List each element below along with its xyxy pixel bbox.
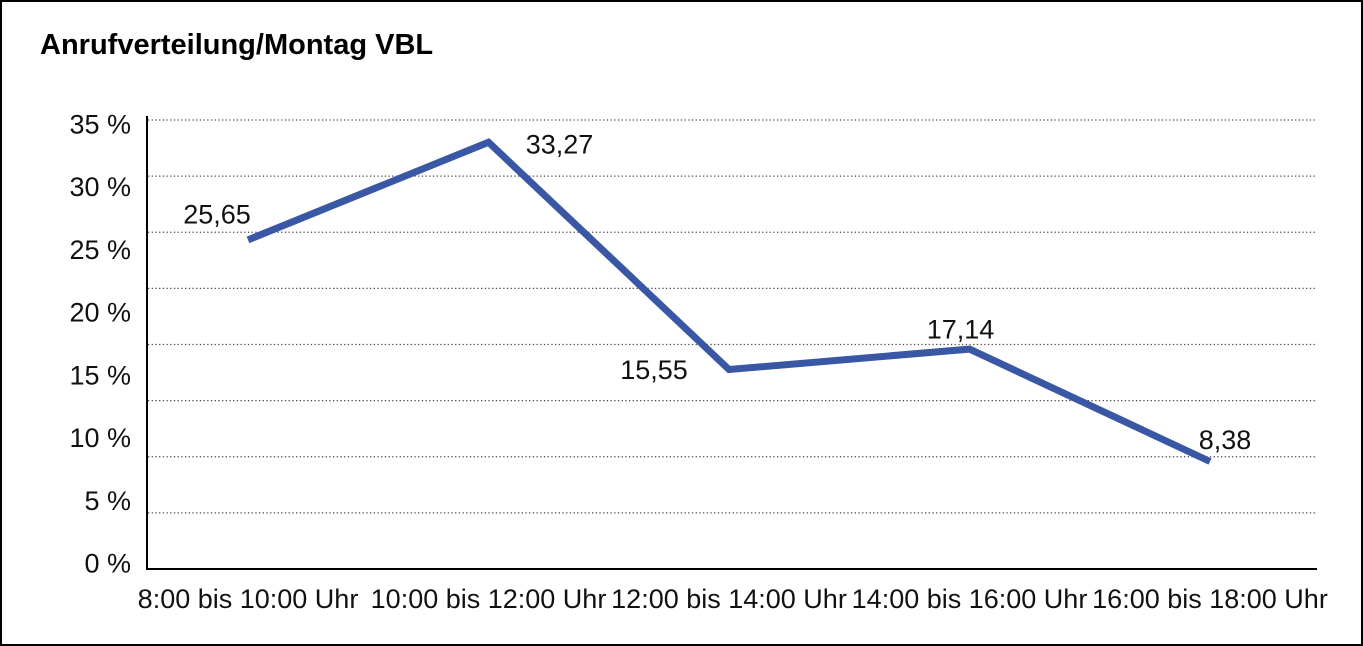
y-tick-label: 35 % — [69, 110, 131, 140]
y-tick-label: 5 % — [84, 486, 131, 516]
chart-polyline — [246, 138, 1212, 465]
data-value-label: 8,38 — [1199, 425, 1252, 455]
y-tick-label: 20 % — [69, 298, 131, 328]
x-axis-label: 12:00 bis 14:00 Uhr — [611, 584, 847, 614]
y-tick-label: 15 % — [69, 360, 131, 390]
x-axis-label: 10:00 bis 12:00 Uhr — [371, 584, 607, 614]
x-axis-label: 8:00 bis 10:00 Uhr — [138, 584, 359, 614]
x-axis-label: 14:00 bis 16:00 Uhr — [852, 584, 1088, 614]
y-tick-label: 25 % — [69, 235, 131, 265]
data-value-label: 15,55 — [620, 355, 688, 385]
data-value-label: 17,14 — [927, 315, 995, 345]
chart-title: Anrufverteilung/Montag VBL — [40, 29, 434, 61]
y-tick-label: 30 % — [69, 172, 131, 202]
y-tick-label: 10 % — [69, 423, 131, 453]
data-value-label: 33,27 — [526, 130, 594, 160]
x-axis-label: 16:00 bis 18:00 Uhr — [1092, 584, 1328, 614]
data-value-label: 25,65 — [183, 199, 251, 229]
y-tick-label: 0 % — [84, 549, 131, 579]
